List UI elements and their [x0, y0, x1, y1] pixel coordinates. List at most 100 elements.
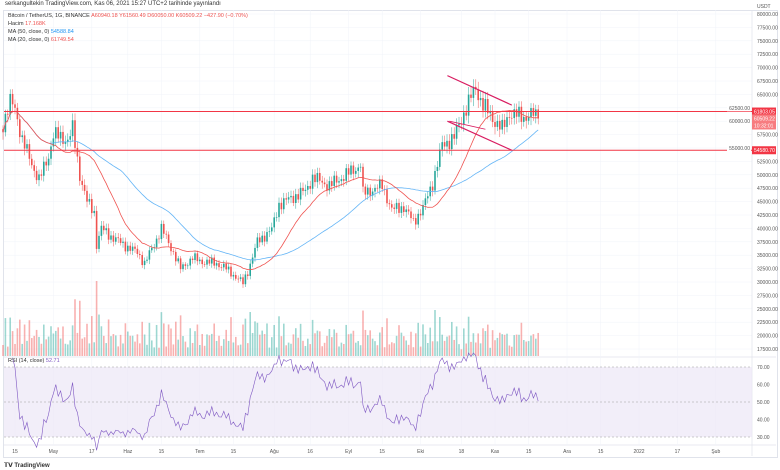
ma50-label[interactable]: MA (50, close, 0) [8, 29, 50, 35]
volume-bar [187, 347, 189, 356]
volume-bar [311, 319, 314, 356]
candle-body [69, 136, 71, 140]
candle-body [148, 250, 151, 260]
candle-body [11, 93, 14, 105]
volume-bar [501, 334, 503, 356]
volume-bar [251, 333, 254, 356]
volume-bar [460, 349, 463, 356]
candle-body [405, 209, 407, 213]
candle-body [511, 117, 513, 119]
volume-bar [391, 342, 393, 356]
candle-body [530, 108, 532, 118]
candle-body [100, 225, 103, 236]
volume-bar [467, 316, 470, 356]
volume-bars [2, 281, 539, 356]
candle-body [427, 196, 429, 199]
volume-bar [57, 327, 59, 356]
candle-body [263, 235, 266, 242]
candle-body [40, 174, 43, 176]
volume-bar [407, 344, 410, 356]
ma20-label[interactable]: MA (20, close, 0) [8, 37, 50, 43]
candle-body [275, 217, 278, 218]
level1-badge: 61803.05 [754, 110, 775, 116]
rsi-tick-label: 40.00 [757, 418, 770, 424]
candle-body [103, 225, 105, 231]
candle-body [7, 113, 9, 115]
volume-bar [280, 336, 283, 356]
candle-body [175, 251, 177, 262]
volume-bar [220, 345, 223, 356]
volume-bar [266, 323, 268, 356]
candle-body [59, 131, 62, 139]
candle-body [388, 203, 391, 205]
ma20-line [2, 110, 539, 271]
level2-badge-bg [752, 146, 776, 155]
candle-body [357, 167, 359, 171]
candle-body [179, 258, 182, 270]
tradingview-logo[interactable]: 𝗧𝗩 TradingView [4, 463, 50, 469]
volume-bar [494, 340, 496, 356]
volume-bar [508, 345, 511, 356]
volume-bar [227, 340, 230, 356]
chart-frame[interactable] [3, 10, 778, 458]
candle-body [43, 161, 45, 176]
candle-body [256, 237, 259, 248]
candle-body [412, 218, 415, 219]
candle-body [155, 238, 158, 248]
volume-bar [321, 346, 323, 356]
candle-body [314, 174, 316, 183]
symbol[interactable]: Bitcoin / TetherUS, 1G, BINANCE [8, 13, 90, 19]
candle-body [484, 99, 487, 111]
volume-bar [326, 335, 328, 356]
candle-body [220, 267, 223, 268]
candle-body [520, 106, 523, 122]
volume-bar [107, 319, 110, 356]
candle-body [62, 131, 64, 144]
volume-bar [439, 317, 441, 356]
candle-body [503, 119, 506, 127]
volume-bar [163, 323, 165, 356]
volume-bar [453, 339, 455, 356]
volume-bar [115, 335, 117, 356]
volume-bar [472, 333, 475, 356]
volume-value: 17.168K [25, 21, 46, 27]
time-tick-label: 17 [675, 449, 681, 455]
volume-bar [371, 338, 374, 356]
level1-badge-bg [752, 107, 776, 116]
volume-bar [530, 335, 532, 356]
candle-body [431, 186, 434, 191]
volume-bar [328, 328, 331, 356]
volume-bar [355, 342, 357, 356]
volume-bar [88, 343, 91, 356]
candle-body [415, 218, 417, 225]
candle-body [122, 241, 124, 243]
candle-body [199, 259, 201, 262]
price-tick-label: 30000.00 [757, 280, 778, 286]
volume-bar [259, 334, 261, 356]
volume-bar [206, 334, 208, 356]
candle-body [527, 117, 530, 121]
volume-bar [98, 314, 100, 356]
price-tick-label: 20000.00 [757, 334, 778, 340]
volume-bar [86, 323, 88, 356]
volume-bar [254, 321, 256, 356]
candle-body [292, 195, 295, 203]
volume-bar [55, 330, 57, 356]
volume-bar [225, 329, 227, 356]
candle-body [379, 179, 381, 189]
rsi-label[interactable]: RSI (14, close) [8, 358, 45, 364]
candle-body [163, 223, 165, 234]
candle-body [182, 264, 184, 270]
candle-body [23, 135, 26, 149]
volume-bar [376, 345, 379, 356]
candle-body [158, 238, 160, 240]
candle-body [297, 194, 299, 200]
volume-bar [455, 326, 458, 356]
candle-body [223, 263, 225, 268]
time-tick-label: Tem [195, 449, 204, 455]
volume-bar [59, 338, 62, 356]
candle-body [266, 232, 268, 242]
volume-bar [499, 332, 501, 356]
time-tick-label: 15 [598, 449, 604, 455]
